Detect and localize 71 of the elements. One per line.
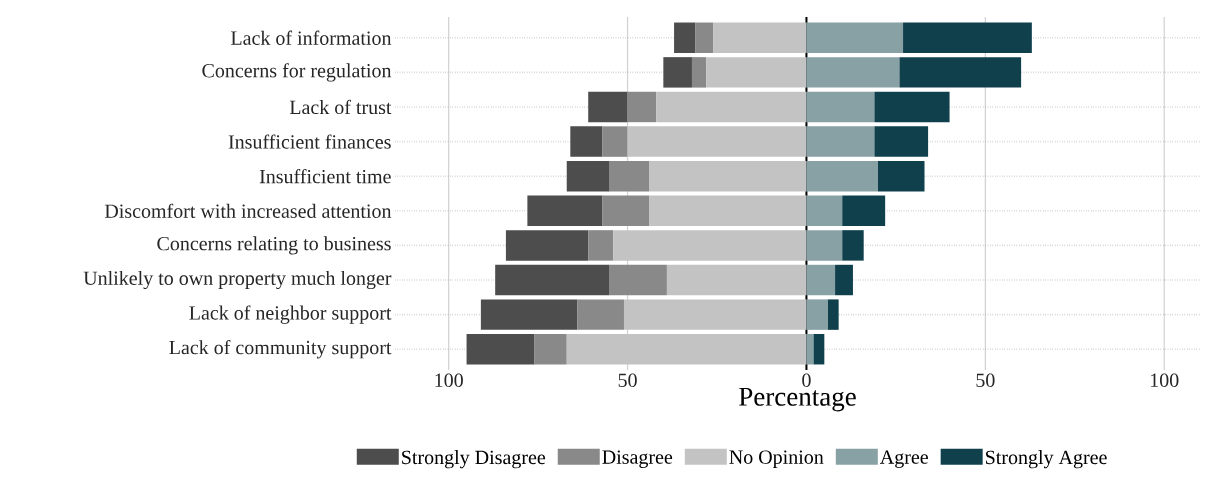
legend-label: No Opinion	[729, 450, 824, 468]
bar	[627, 126, 807, 157]
x-tick-label: 50	[618, 373, 637, 388]
bar	[534, 334, 567, 365]
bar	[588, 91, 628, 123]
bar	[649, 195, 807, 227]
x-tick-label: 50	[976, 373, 995, 388]
x-tick-label: 0	[802, 373, 811, 388]
legend-label: Agree	[880, 450, 928, 468]
bar	[656, 91, 807, 123]
bar	[691, 57, 707, 88]
bar	[588, 230, 614, 261]
bar	[649, 160, 807, 192]
bar	[609, 160, 650, 192]
bar	[570, 126, 603, 157]
bar	[480, 299, 578, 330]
bar	[806, 230, 843, 261]
bar	[495, 264, 610, 296]
bar	[806, 91, 875, 123]
bar	[527, 195, 603, 227]
bar	[874, 126, 929, 157]
y-tick-label: Insufficient time	[259, 169, 391, 184]
bar	[899, 57, 1022, 88]
bar	[695, 22, 714, 53]
bar	[505, 230, 589, 261]
y-tick-label: Lack of neighbor support	[189, 305, 392, 324]
bar	[613, 230, 807, 261]
legend-label: Strongly Disagree	[402, 450, 546, 469]
x-axis-title: Percentage	[739, 387, 856, 412]
bar	[903, 22, 1032, 53]
y-tick-label: Insufficient finances	[228, 134, 391, 149]
bar	[602, 195, 650, 227]
legend-label: Disagree	[602, 450, 673, 468]
bar	[466, 334, 535, 365]
bar	[806, 160, 878, 192]
x-tick-label: 100	[1150, 373, 1179, 388]
bar	[806, 195, 843, 227]
bar	[566, 160, 610, 192]
bar	[609, 264, 667, 296]
y-tick-label: Unlikely to own property much longer	[83, 270, 392, 290]
y-tick-label: Discomfort with increased attention	[104, 203, 392, 218]
x-tick-label: 100	[435, 373, 463, 388]
bar	[566, 334, 807, 365]
bar	[842, 230, 864, 261]
bar	[842, 195, 886, 227]
bar	[874, 91, 950, 123]
legend-label: Strongly Agree	[986, 450, 1107, 469]
bar	[806, 334, 814, 365]
y-tick-label: Lack of information	[231, 30, 392, 45]
bar	[674, 22, 696, 53]
bar	[706, 57, 807, 88]
bar	[835, 264, 853, 296]
y-tick-label: Concerns for regulation	[202, 63, 392, 82]
bar	[813, 334, 825, 365]
bar	[623, 299, 807, 330]
y-tick-label: Lack of trust	[289, 99, 392, 115]
bar	[806, 57, 900, 88]
bar	[577, 299, 624, 330]
bar	[827, 299, 839, 330]
bar	[806, 264, 836, 296]
bar	[806, 126, 875, 157]
bar	[806, 22, 904, 53]
bar	[878, 160, 925, 192]
y-tick-label: Lack of community support	[169, 340, 392, 359]
bar	[663, 57, 692, 88]
bar	[713, 22, 807, 53]
bar	[602, 126, 628, 157]
bar	[666, 264, 807, 296]
bar	[806, 299, 828, 330]
y-tick-label: Concerns relating to business	[157, 236, 391, 255]
bar	[627, 91, 657, 123]
